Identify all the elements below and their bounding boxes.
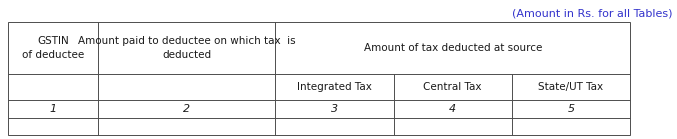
- Text: 2: 2: [183, 104, 190, 114]
- Text: 3: 3: [331, 104, 338, 114]
- Text: Amount paid to deductee on which tax  is
deducted: Amount paid to deductee on which tax is …: [78, 36, 296, 60]
- Text: GSTIN
of deductee: GSTIN of deductee: [22, 36, 84, 60]
- Text: Integrated Tax: Integrated Tax: [297, 82, 372, 92]
- Text: 5: 5: [567, 104, 575, 114]
- Text: Amount of tax deducted at source: Amount of tax deducted at source: [364, 43, 542, 53]
- Text: State/UT Tax: State/UT Tax: [538, 82, 603, 92]
- Text: 1: 1: [49, 104, 57, 114]
- Text: (Amount in Rs. for all Tables): (Amount in Rs. for all Tables): [512, 9, 673, 19]
- Text: Central Tax: Central Tax: [424, 82, 482, 92]
- Text: 4: 4: [449, 104, 456, 114]
- Bar: [8, 22, 630, 135]
